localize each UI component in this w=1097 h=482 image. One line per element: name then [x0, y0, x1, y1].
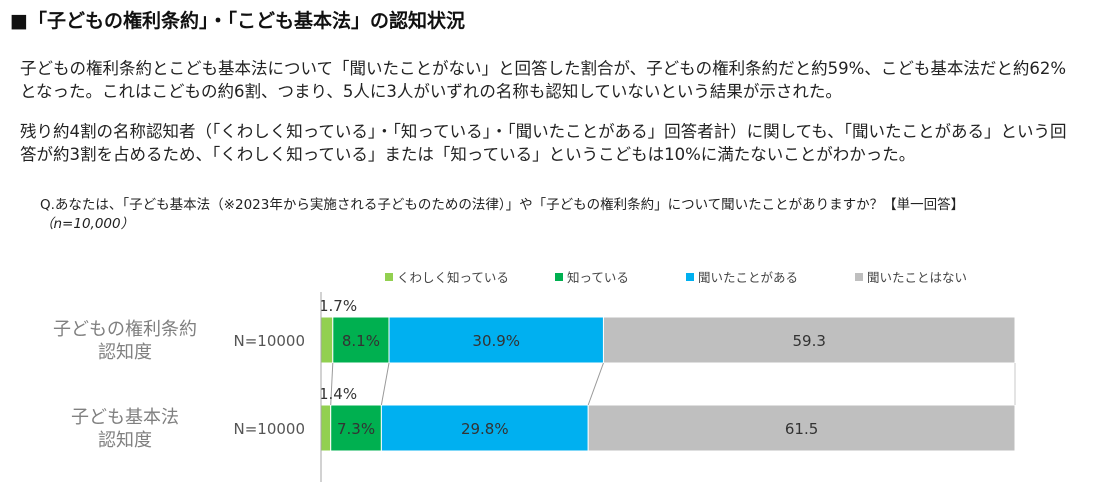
data-label-r1-s4: 59.3: [793, 332, 826, 350]
legend-label-2: 知っている: [567, 270, 629, 285]
legend-label-3: 聞いたことがある: [698, 270, 798, 285]
data-label-r1-s1: 1.7%: [319, 297, 357, 315]
bar-segment-r1-s4: [602, 316, 1016, 364]
connector-line-1: [330, 362, 334, 406]
connector-line-2: [380, 362, 390, 406]
bar-segment-r1-s2: [332, 316, 390, 364]
summary-paragraph-2: 残り約4割の名称認知者（「くわしく知っている」・「知っている」・「聞いたことがあ…: [20, 122, 1067, 164]
survey-question: Q.あなたは、「子ども基本法（※2023年から実施される子どものための法律）」や…: [40, 196, 1070, 234]
category-label-1: 子どもの権利条約認知度: [53, 319, 197, 363]
data-label-r2-s2: 7.3%: [337, 420, 375, 438]
question-text: Q.あなたは、「子ども基本法（※2023年から実施される子どものための法律）」や…: [40, 197, 965, 213]
data-label-r2-s1: 1.4%: [319, 385, 357, 403]
data-label-r2-s4: 61.5: [785, 420, 818, 438]
legend-label-1: くわしく知っている: [397, 270, 509, 285]
bar-segment-r2-s3: [380, 404, 589, 452]
legend-label-4: 聞いたことはない: [867, 270, 967, 285]
page-title: ■「子どもの権利条約」・「こども基本法」の認知状況: [10, 6, 465, 33]
n-label-1: N=10000: [233, 332, 305, 350]
connector-line-3: [587, 362, 604, 406]
data-label-r2-s3: 29.8%: [461, 420, 509, 438]
sample-size: （n=10,000）: [40, 216, 135, 232]
data-label-r1-s3: 30.9%: [472, 332, 520, 350]
data-label-r1-s2: 8.1%: [342, 332, 380, 350]
legend-swatch-4: [855, 273, 863, 281]
bar-segment-r1-s3: [388, 316, 604, 364]
legend-swatch-3: [686, 273, 694, 281]
n-label-2: N=10000: [233, 420, 305, 438]
category-label-2: 子ども基本法認知度: [71, 407, 179, 451]
bar-segment-r2-s4: [587, 404, 1016, 452]
bar-segment-r2-s1: [320, 404, 332, 452]
legend-swatch-1: [385, 273, 393, 281]
stacked-bar-chart: くわしく知っている 知っている 聞いたことがある 聞いたことはない 1.7% 8.1% 30…: [53, 270, 1016, 482]
legend-swatch-2: [555, 273, 563, 281]
summary-paragraph-1: 子どもの権利条約とこども基本法について「聞いたことがない」と回答した割合が、子ど…: [20, 59, 1067, 101]
bar-segment-r1-s1: [320, 316, 334, 364]
heading-text: ■「子どもの権利条約」・「こども基本法」の認知状況: [10, 10, 465, 32]
